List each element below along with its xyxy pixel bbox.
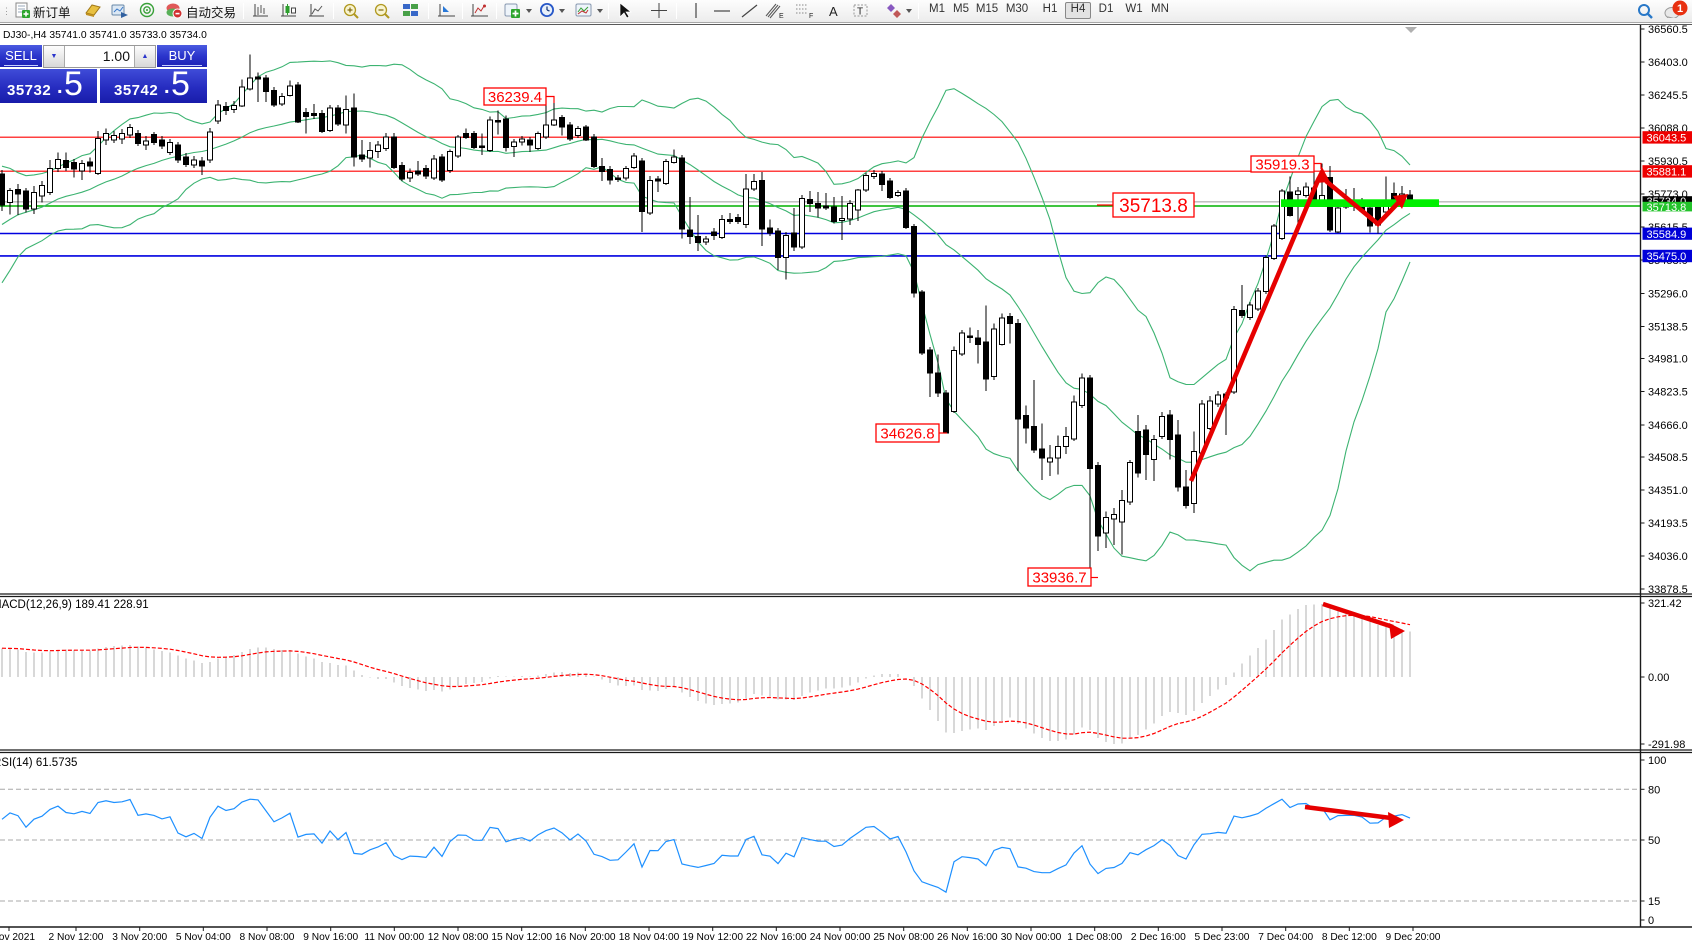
svg-text:35713.8: 35713.8 bbox=[1119, 196, 1188, 217]
svg-text:34981.0: 34981.0 bbox=[1648, 354, 1688, 366]
svg-text:8 Nov 08:00: 8 Nov 08:00 bbox=[240, 932, 295, 943]
svg-text:18 Nov 04:00: 18 Nov 04:00 bbox=[619, 932, 680, 943]
svg-text:35475.0: 35475.0 bbox=[1647, 251, 1687, 263]
svg-text:DJ30-,H4 35741.0 35741.0 3573: DJ30-,H4 35741.0 35741.0 35733.0 35734.0 bbox=[3, 30, 207, 41]
svg-text:3 Nov 20:00: 3 Nov 20:00 bbox=[112, 932, 167, 943]
svg-text:35713.8: 35713.8 bbox=[1647, 202, 1687, 214]
svg-text:34351.0: 34351.0 bbox=[1648, 485, 1688, 497]
svg-text:33936.7: 33936.7 bbox=[1032, 569, 1086, 586]
svg-text:9 Nov 16:00: 9 Nov 16:00 bbox=[303, 932, 358, 943]
svg-text:36560.5: 36560.5 bbox=[1648, 24, 1688, 36]
svg-text:36245.5: 36245.5 bbox=[1648, 90, 1688, 102]
svg-text:MACD(12,26,9) 189.41 228.91: MACD(12,26,9) 189.41 228.91 bbox=[0, 599, 149, 611]
svg-text:100: 100 bbox=[1648, 755, 1666, 767]
svg-text:8 Dec 12:00: 8 Dec 12:00 bbox=[1322, 932, 1377, 943]
svg-text:34193.5: 34193.5 bbox=[1648, 518, 1688, 530]
svg-text:19 Nov 12:00: 19 Nov 12:00 bbox=[682, 932, 743, 943]
svg-text:15 Nov 12:00: 15 Nov 12:00 bbox=[491, 932, 552, 943]
svg-text:35584.9: 35584.9 bbox=[1647, 229, 1687, 241]
svg-text:30 Nov 00:00: 30 Nov 00:00 bbox=[1001, 932, 1062, 943]
svg-text:F: F bbox=[809, 13, 813, 20]
svg-text:5 Nov 04:00: 5 Nov 04:00 bbox=[176, 932, 231, 943]
svg-text:33878.5: 33878.5 bbox=[1648, 584, 1688, 596]
svg-text:0: 0 bbox=[1648, 915, 1654, 927]
svg-text:25 Nov 08:00: 25 Nov 08:00 bbox=[873, 932, 934, 943]
svg-text:50: 50 bbox=[1648, 835, 1660, 847]
svg-text:16 Nov 20:00: 16 Nov 20:00 bbox=[555, 932, 616, 943]
svg-text:0.00: 0.00 bbox=[1648, 672, 1669, 684]
svg-text:80: 80 bbox=[1648, 784, 1660, 796]
svg-text:E: E bbox=[779, 13, 784, 20]
svg-text:22 Nov 16:00: 22 Nov 16:00 bbox=[746, 932, 807, 943]
svg-text:5 Dec 23:00: 5 Dec 23:00 bbox=[1195, 932, 1250, 943]
svg-text:36043.5: 36043.5 bbox=[1647, 133, 1687, 145]
svg-text:-291.98: -291.98 bbox=[1648, 739, 1685, 751]
svg-text:34036.0: 34036.0 bbox=[1648, 551, 1688, 563]
svg-text:2 Dec 16:00: 2 Dec 16:00 bbox=[1131, 932, 1186, 943]
svg-text:35296.0: 35296.0 bbox=[1648, 289, 1688, 301]
svg-text:11 Nov 00:00: 11 Nov 00:00 bbox=[364, 932, 424, 943]
svg-text:36403.0: 36403.0 bbox=[1648, 57, 1688, 69]
svg-text:12 Nov 08:00: 12 Nov 08:00 bbox=[428, 932, 489, 943]
svg-text:T: T bbox=[857, 7, 863, 18]
svg-text:24 Nov 00:00: 24 Nov 00:00 bbox=[810, 932, 871, 943]
svg-text:15: 15 bbox=[1648, 896, 1660, 908]
svg-text:34626.8: 34626.8 bbox=[880, 425, 934, 442]
svg-text:RSI(14) 61.5735: RSI(14) 61.5735 bbox=[0, 757, 77, 769]
svg-text:35138.5: 35138.5 bbox=[1648, 322, 1688, 334]
svg-text:1 Nov 2021: 1 Nov 2021 bbox=[0, 932, 35, 943]
svg-text:1 Dec 08:00: 1 Dec 08:00 bbox=[1067, 932, 1122, 943]
svg-text:34823.5: 34823.5 bbox=[1648, 387, 1688, 399]
svg-text:2 Nov 12:00: 2 Nov 12:00 bbox=[49, 932, 104, 943]
svg-text:36239.4: 36239.4 bbox=[488, 89, 542, 106]
svg-text:34666.0: 34666.0 bbox=[1648, 420, 1688, 432]
svg-text:1: 1 bbox=[1677, 3, 1683, 15]
svg-text:35881.1: 35881.1 bbox=[1647, 167, 1687, 179]
svg-text:26 Nov 16:00: 26 Nov 16:00 bbox=[937, 932, 998, 943]
svg-text:34508.5: 34508.5 bbox=[1648, 452, 1688, 464]
svg-text:35919.3: 35919.3 bbox=[1255, 156, 1309, 173]
svg-text:9 Dec 20:00: 9 Dec 20:00 bbox=[1386, 932, 1441, 943]
svg-text:7 Dec 04:00: 7 Dec 04:00 bbox=[1258, 932, 1313, 943]
svg-text:321.42: 321.42 bbox=[1648, 598, 1682, 610]
